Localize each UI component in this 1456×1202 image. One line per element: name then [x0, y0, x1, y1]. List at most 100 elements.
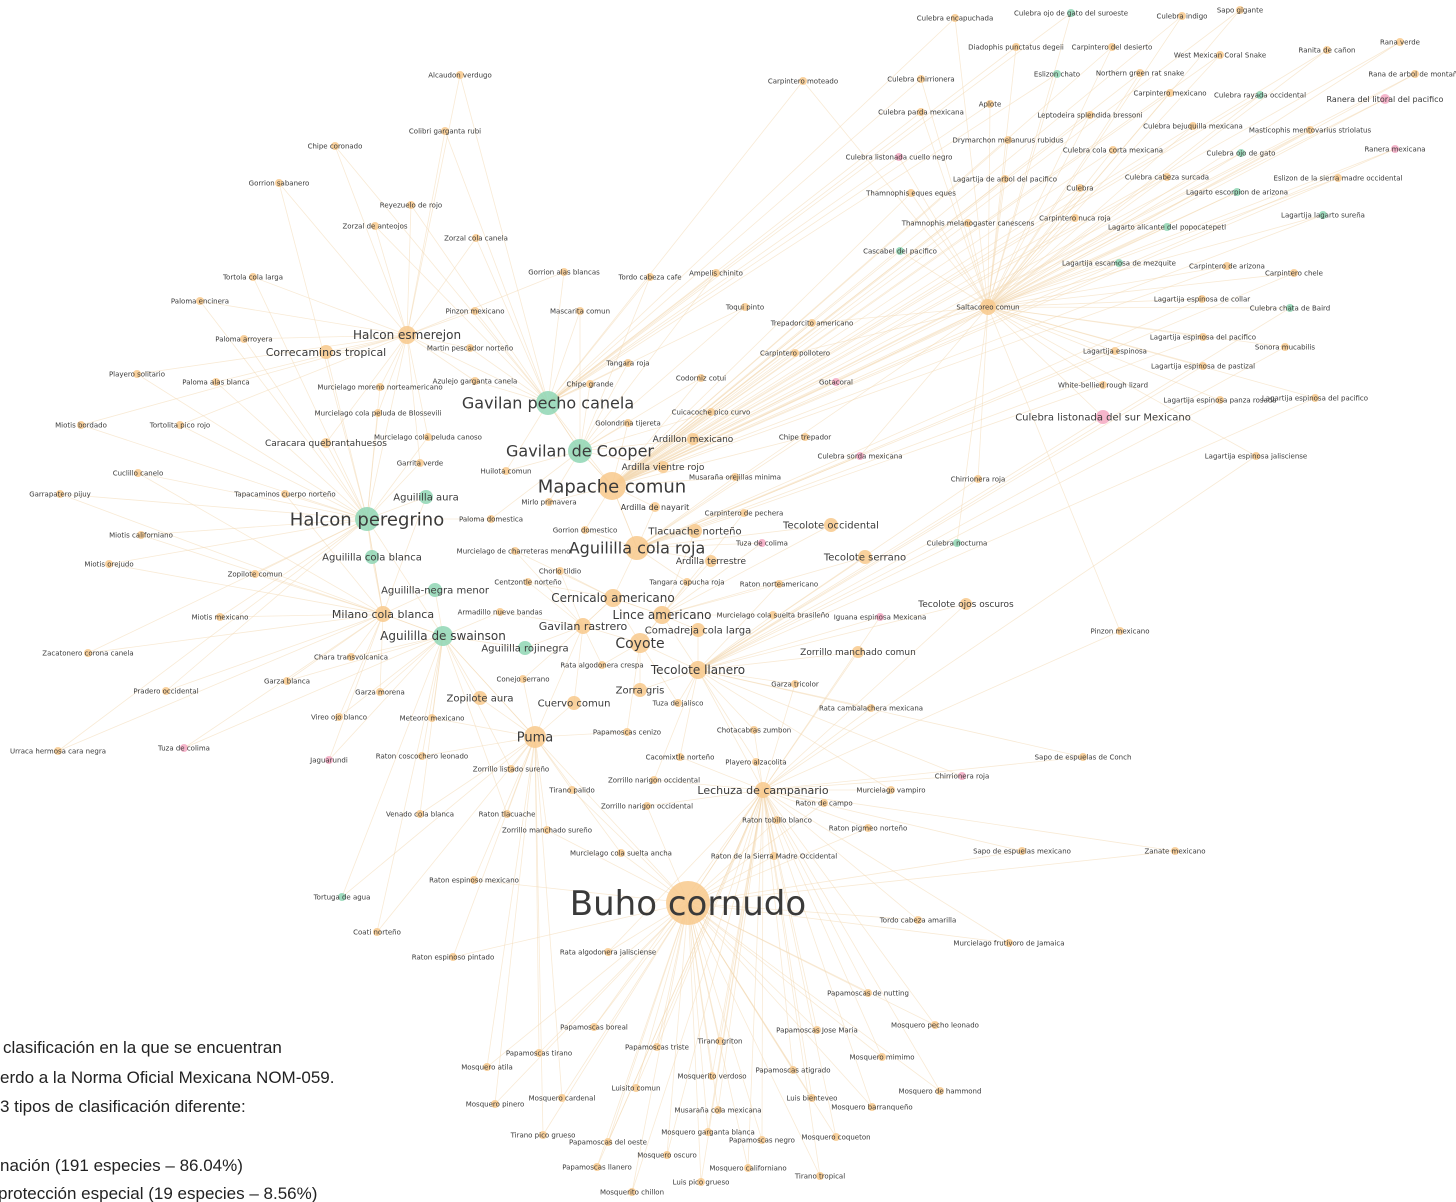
node: [832, 1133, 840, 1141]
node: [240, 335, 248, 343]
edge: [547, 17, 956, 404]
node-label: Mosquero oscuro: [637, 1151, 697, 1159]
edge: [561, 902, 689, 1099]
node: [543, 826, 551, 834]
edge: [762, 789, 837, 1138]
node: [1071, 214, 1079, 222]
edge: [697, 603, 967, 671]
edge: [571, 789, 689, 904]
edge: [717, 789, 764, 1111]
node-label: Gavilan pecho canela: [462, 394, 634, 413]
edge: [183, 635, 444, 749]
edge: [57, 518, 368, 752]
node-label: Zorrillo narigon occidental: [601, 802, 693, 810]
node-label: Ampelis chinito: [689, 269, 743, 277]
node-label: Lagartija de arbol del pacifico: [953, 175, 1057, 183]
edge: [559, 570, 584, 627]
node-label: Culebra rayada occidental: [1214, 91, 1306, 99]
edge: [611, 9, 1241, 487]
node: [1099, 381, 1107, 389]
node: [321, 438, 331, 448]
edge: [350, 613, 384, 658]
edge: [406, 334, 421, 464]
node-label: Murcielago cola suelta brasileño: [717, 611, 830, 619]
edge: [987, 306, 1104, 418]
node: [1306, 126, 1314, 134]
edge: [547, 271, 565, 404]
node: [281, 490, 289, 498]
edge: [697, 365, 1204, 671]
node-label: Culebra nocturna: [927, 539, 988, 547]
edge: [406, 334, 429, 438]
node-label: Garza tricolor: [771, 680, 819, 688]
node: [1411, 70, 1419, 78]
node-label: Lagarto alicante del popocatepetl: [1108, 223, 1226, 231]
edge: [611, 178, 1006, 487]
node: [586, 380, 594, 388]
node: [162, 687, 170, 695]
edge: [987, 94, 1261, 308]
edge: [611, 41, 1401, 487]
node: [1199, 333, 1207, 341]
edge: [687, 902, 821, 1177]
node-label: Conejo serrano: [497, 675, 550, 683]
edge: [687, 802, 825, 904]
edge: [377, 334, 408, 414]
edge: [494, 902, 689, 1105]
node: [907, 189, 915, 197]
edge: [547, 73, 1058, 404]
node: [518, 641, 532, 655]
edge: [747, 789, 764, 1169]
edge: [679, 756, 764, 791]
node-label: Caracara quebrantahuesos: [265, 439, 387, 449]
edge: [636, 336, 1204, 549]
edge: [611, 262, 1120, 487]
node: [575, 618, 591, 634]
node-label: Papamoscas negro: [729, 1136, 795, 1144]
node: [1237, 149, 1245, 157]
node: [1012, 43, 1020, 51]
edge: [987, 149, 1114, 308]
edge: [547, 272, 717, 404]
edge: [406, 334, 549, 404]
node-label: Codorniz cotui: [676, 374, 726, 382]
edge: [687, 902, 709, 1133]
node: [687, 433, 699, 445]
node-label: Lagartija espinosa de collar: [1154, 295, 1250, 303]
node: [1311, 394, 1319, 402]
edge: [762, 756, 1084, 791]
edge: [636, 272, 1295, 549]
node: [275, 179, 283, 187]
node-label: Mosquero coqueton: [801, 1133, 870, 1141]
node-label: Rana verde: [1380, 38, 1420, 46]
edge: [687, 902, 941, 1092]
edge: [762, 683, 796, 791]
node: [428, 714, 436, 722]
node-label: Tecolote serrano: [823, 553, 906, 564]
edge: [611, 192, 912, 487]
node: [593, 1163, 601, 1171]
node: [878, 1053, 886, 1061]
node: [491, 1100, 499, 1108]
node-label: Murcielago frutivoro de Jamaica: [953, 939, 1064, 947]
edge: [524, 625, 584, 649]
edge: [607, 789, 764, 953]
node-label: Zopilote aura: [447, 694, 514, 705]
node-label: Musaraña orejillas minima: [689, 473, 781, 481]
node: [704, 1128, 712, 1136]
node: [986, 100, 994, 108]
edge: [811, 306, 989, 324]
node-label: Tirano palido: [548, 786, 594, 794]
edge: [442, 611, 501, 637]
node-label: Raton pigmeo norteño: [829, 824, 908, 832]
edge: [611, 129, 1311, 487]
node-label: Coyote: [615, 636, 664, 652]
node-label: Papamoscas boreal: [560, 1023, 628, 1031]
node-label: Masticophis mentovarius striolatus: [1249, 126, 1372, 134]
node-label: Tordo cabeza amarilla: [879, 916, 957, 924]
node-label: Murcielago vampiro: [856, 786, 925, 794]
node-label: Carpintero de pechera: [705, 509, 784, 517]
edge: [252, 276, 408, 336]
node: [558, 1094, 566, 1102]
edge: [899, 250, 989, 308]
